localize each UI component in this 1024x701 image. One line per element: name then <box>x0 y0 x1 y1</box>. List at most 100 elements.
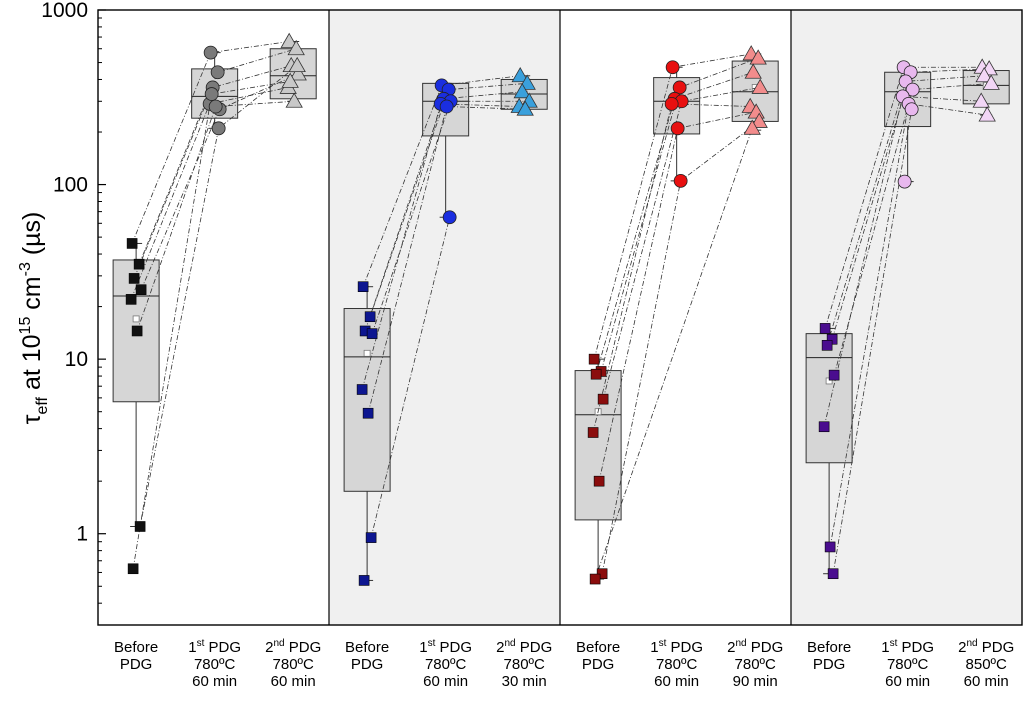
x-tick-label-part: PDG <box>285 639 322 656</box>
x-tick-label-part: 1 <box>650 639 658 656</box>
point-first-pdg <box>672 80 687 95</box>
point-first-pdg <box>905 82 920 97</box>
y-axis-title-part: eff <box>34 396 51 414</box>
y-tick-label: 10 <box>65 348 88 371</box>
sample-connector <box>362 75 521 287</box>
x-tick-label: Before PDG <box>114 639 158 673</box>
x-tick-label: 1st PDG 780ºC 60 min <box>881 638 934 690</box>
x-tick-label-part: 2 <box>958 639 966 656</box>
x-tick-label: 2nd PDG 780ºC 90 min <box>727 638 783 690</box>
x-tick-label: Before PDG <box>576 639 620 673</box>
point-second-pdg <box>972 92 990 108</box>
x-tick-label-line: 780ºC <box>504 656 546 673</box>
point-before <box>821 340 833 351</box>
x-tick-label-line: 60 min <box>885 673 930 690</box>
x-tick-label-line: 2nd PDG <box>265 638 321 656</box>
sample-connector <box>594 128 753 580</box>
point-before <box>593 475 605 487</box>
y-axis-title-part: -3 <box>17 262 34 276</box>
point-first-pdg <box>204 87 219 101</box>
box-iqr <box>574 370 622 521</box>
point-before <box>589 573 601 585</box>
box-mean-marker <box>132 315 140 323</box>
x-tick-label-part: PDG <box>666 639 703 656</box>
point-first-pdg <box>203 45 218 60</box>
point-first-pdg <box>665 60 680 75</box>
y-tick-label: 1 <box>76 523 88 546</box>
point-second-pdg <box>288 56 306 73</box>
x-tick-label-line: 1st PDG <box>650 638 703 656</box>
point-second-pdg <box>289 65 307 81</box>
point-second-pdg <box>978 106 996 122</box>
sample-connector <box>823 95 982 427</box>
x-tick-label-part: PDG <box>516 639 553 656</box>
x-tick-label-part: 2 <box>496 639 504 656</box>
x-tick-label-line: PDG <box>120 656 153 673</box>
box-mean-marker <box>363 349 371 357</box>
x-tick-label-part: PDG <box>897 639 934 656</box>
point-before <box>127 563 139 575</box>
x-tick-label-line: 60 min <box>423 673 468 690</box>
sample-connector <box>370 217 451 538</box>
point-second-pdg <box>750 112 768 128</box>
point-second-pdg <box>751 78 769 94</box>
point-before <box>133 258 145 270</box>
sample-connector <box>832 109 913 574</box>
point-before <box>366 328 378 339</box>
sample-connector <box>601 121 760 574</box>
x-tick-label-part: 2 <box>265 639 273 656</box>
x-tick-label-part: PDG <box>747 639 784 656</box>
axes <box>97 9 1023 626</box>
x-tick-label-line: 60 min <box>654 673 699 690</box>
point-first-pdg <box>904 102 919 117</box>
x-tick-label-line: 780ºC <box>887 656 929 673</box>
point-second-pdg <box>511 66 529 83</box>
point-before <box>828 369 840 381</box>
x-tick-label-part: 2 <box>727 639 735 656</box>
x-tick-label: 2nd PDG 780ºC 60 min <box>265 638 321 690</box>
sample-connector <box>364 91 523 332</box>
point-before <box>365 532 377 543</box>
point-second-pdg <box>982 74 1000 90</box>
x-tick-label-line: 60 min <box>964 673 1009 690</box>
sample-connector <box>831 68 990 340</box>
point-second-pdg <box>513 82 531 99</box>
x-tick-label-line: PDG <box>351 656 384 673</box>
x-tick-label-line: 780ºC <box>735 656 777 673</box>
point-before <box>135 284 147 295</box>
x-tick-label-part: st <box>197 638 205 649</box>
x-tick-label-line: 1st PDG <box>188 638 241 656</box>
point-before <box>597 393 609 405</box>
x-tick-label-line: 780ºC <box>425 656 467 673</box>
x-tick-label-line: PDG <box>582 656 615 673</box>
point-before <box>125 294 137 305</box>
point-before <box>358 575 370 586</box>
point-before <box>131 325 143 337</box>
x-tick-label-part: 1 <box>419 639 427 656</box>
x-tick-label: 1st PDG 780ºC 60 min <box>188 638 241 690</box>
x-tick-label-line: 850ºC <box>966 656 1008 673</box>
plot-frame <box>97 9 1023 626</box>
x-tick-label-part: nd <box>273 638 284 649</box>
point-first-pdg <box>208 99 223 114</box>
point-first-pdg <box>210 65 225 80</box>
x-tick-label-line: Before <box>807 639 851 656</box>
x-tick-label: 2nd PDG 850ºC 60 min <box>958 638 1014 690</box>
x-tick-label-part: 1 <box>881 639 889 656</box>
x-tick-label-line: 30 min <box>502 673 547 690</box>
point-second-pdg <box>975 66 993 83</box>
x-tick-label: Before PDG <box>345 639 389 673</box>
y-axis-title-part: τ <box>18 414 46 424</box>
point-before <box>587 427 599 438</box>
x-tick-label-part: PDG <box>435 639 472 656</box>
point-first-pdg <box>439 99 454 114</box>
point-before <box>596 568 608 580</box>
y-axis-title-part: cm <box>18 276 46 316</box>
sample-connector <box>602 87 761 400</box>
point-before <box>357 281 369 293</box>
x-tick-label-part: nd <box>966 638 977 649</box>
y-axis-title: τeff at 1015 cm-3 (µs) <box>17 212 51 425</box>
